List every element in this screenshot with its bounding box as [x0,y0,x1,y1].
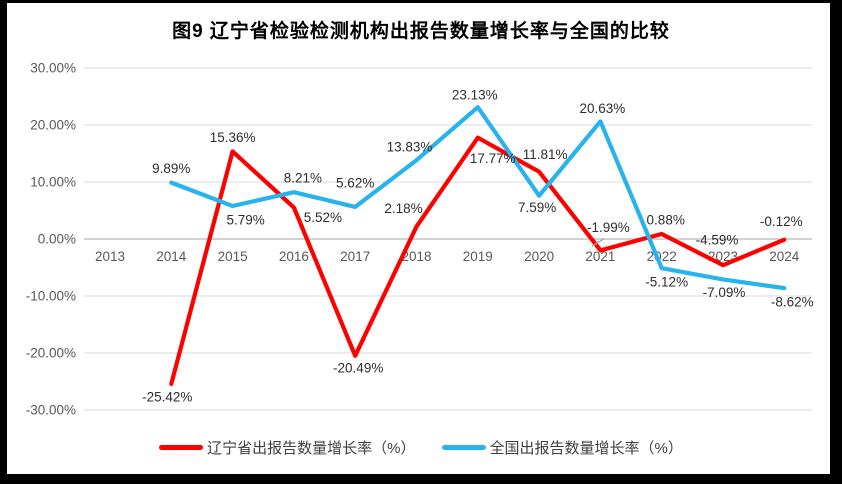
data-label-national: 13.83% [387,140,433,155]
data-label-national: 5.62% [336,175,374,190]
y-axis-tick-label: -30.00% [26,403,76,418]
data-label-liaoning: 2.18% [384,201,422,216]
legend-label-national: 全国出报告数量增长率（%） [489,440,683,457]
x-axis-tick-label: 2015 [218,249,248,264]
x-axis-tick-label: 2013 [95,249,125,264]
x-axis-tick-label: 2019 [463,249,493,264]
data-label-national: -8.62% [771,295,814,310]
data-label-national: 20.63% [580,101,626,116]
x-axis-tick-label: 2024 [769,249,800,264]
data-label-liaoning: 0.88% [647,212,685,227]
data-label-liaoning: -4.59% [696,233,739,248]
y-axis-tick-label: -10.00% [26,289,76,304]
data-label-national: -7.09% [703,285,746,300]
y-axis-tick-label: 20.00% [30,118,76,133]
x-axis-tick-label: 2018 [401,249,431,264]
data-label-liaoning: -25.42% [142,389,192,404]
data-label-national: -5.12% [645,275,688,290]
legend-swatch-liaoning-line [159,445,204,450]
data-label-liaoning: -20.49% [333,360,383,375]
data-label-liaoning: 15.36% [210,130,256,145]
x-axis-tick-label: 2020 [524,249,554,264]
data-label-national: 7.59% [518,200,556,215]
y-axis-tick-label: 30.00% [30,61,76,76]
chart-legend: 辽宁省出报告数量增长率（%） 全国出报告数量增长率（%） [0,437,842,458]
data-label-liaoning: 5.52% [304,210,342,225]
data-label-liaoning: -1.99% [587,220,630,235]
x-axis-tick-label: 2022 [647,249,677,264]
y-axis-tick-label: 10.00% [30,175,76,190]
data-label-leader-line [591,238,605,247]
data-label-liaoning: -0.12% [760,214,803,229]
data-label-national: 8.21% [284,171,322,186]
legend-label-liaoning: 辽宁省出报告数量增长率（%） [207,440,416,457]
legend-item-national: 全国出报告数量增长率（%） [441,437,683,458]
y-axis-tick-label: 0.00% [38,232,76,247]
series-line-national [169,105,787,291]
data-label-national: 9.89% [152,161,190,176]
y-axis-tick-label: -20.00% [26,346,76,361]
x-axis-tick-label: 2014 [156,249,187,264]
data-label-liaoning: 17.77% [470,151,516,166]
data-label-liaoning: 11.81% [523,147,568,162]
x-axis-tick-label: 2017 [340,249,370,264]
legend-swatch-national-line [441,445,486,450]
data-label-national: 23.13% [452,88,498,103]
chart-title: 图9 辽宁省检验检测机构出报告数量增长率与全国的比较 [172,21,670,42]
legend-item-liaoning: 辽宁省出报告数量增长率（%） [159,437,416,458]
series-line-liaoning [169,135,787,386]
x-axis-tick-label: 2021 [585,249,615,264]
data-label-national: 5.79% [226,212,264,227]
x-axis-tick-label: 2016 [279,249,309,264]
